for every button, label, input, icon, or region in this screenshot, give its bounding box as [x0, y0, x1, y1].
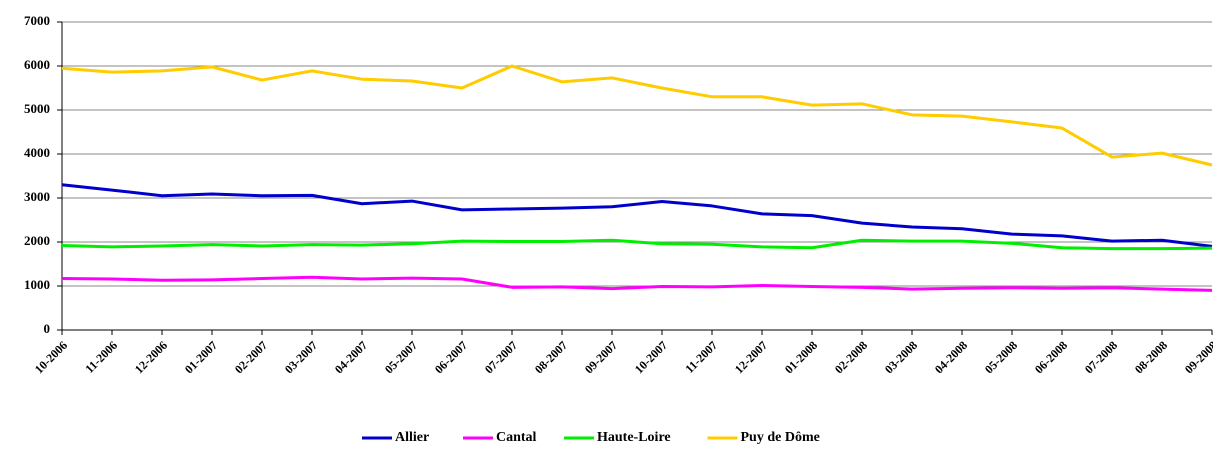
x-tick-label: 01-2008 — [782, 338, 820, 376]
series-line — [61, 275, 1213, 292]
legend-label: Cantal — [496, 430, 537, 445]
y-tick-label: 2000 — [24, 233, 50, 248]
legend-label: Puy de Dôme — [741, 430, 820, 445]
x-tick-label: 08-2008 — [1132, 338, 1170, 376]
series-line — [61, 183, 1213, 248]
x-tick-label: 09-2008 — [1182, 338, 1213, 376]
x-tick-label: 04-2007 — [332, 338, 370, 376]
x-tick-label: 04-2008 — [932, 338, 970, 376]
x-tick-label: 12-2007 — [732, 338, 770, 376]
x-tick-label: 03-2007 — [282, 338, 320, 376]
x-tick-label: 02-2007 — [232, 338, 270, 376]
x-tick-label: 08-2007 — [532, 338, 570, 376]
x-tick-label: 01-2007 — [182, 338, 220, 376]
y-tick-label: 0 — [44, 321, 51, 336]
x-tick-label: 11-2007 — [682, 338, 720, 376]
legend-label: Allier — [395, 430, 429, 445]
x-tick-label: 07-2007 — [482, 338, 520, 376]
x-tick-label: 06-2008 — [1032, 338, 1070, 376]
x-tick-label: 09-2007 — [582, 338, 620, 376]
x-tick-label: 12-2006 — [132, 338, 170, 376]
x-tick-label: 05-2007 — [382, 338, 420, 376]
x-tick-label: 10-2007 — [632, 338, 670, 376]
y-tick-label: 7000 — [24, 13, 50, 28]
x-tick-label: 03-2008 — [882, 338, 920, 376]
x-tick-label: 02-2008 — [832, 338, 870, 376]
x-tick-label: 05-2008 — [982, 338, 1020, 376]
series-line — [61, 64, 1213, 167]
y-tick-label: 4000 — [24, 145, 50, 160]
y-tick-label: 3000 — [24, 189, 50, 204]
y-tick-label: 6000 — [24, 57, 50, 72]
x-tick-label: 07-2008 — [1082, 338, 1120, 376]
legend-label: Haute-Loire — [597, 430, 671, 445]
x-tick-label: 10-2006 — [32, 338, 70, 376]
y-tick-label: 5000 — [24, 101, 50, 116]
x-tick-label: 11-2006 — [82, 338, 120, 376]
series-line — [61, 238, 1213, 251]
y-tick-label: 1000 — [24, 277, 50, 292]
x-tick-label: 06-2007 — [432, 338, 470, 376]
